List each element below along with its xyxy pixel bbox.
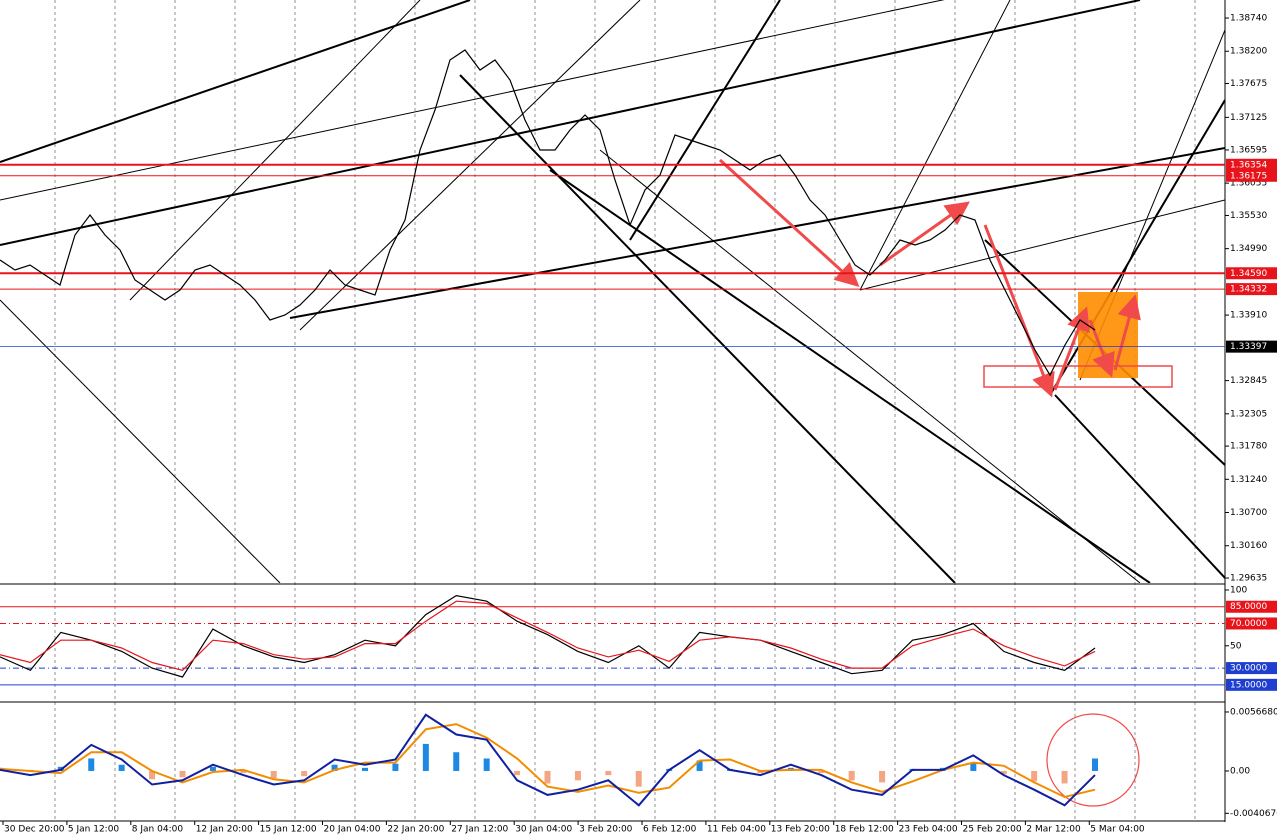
y-tick-label: 1.30160 [1230, 541, 1267, 551]
frames [0, 0, 1226, 822]
level-label: 1.36354 [1230, 160, 1267, 170]
level-label-bg [1226, 678, 1277, 691]
x-tick-label: 5 Jan 12:00 [68, 825, 120, 835]
histogram-bar [118, 764, 125, 771]
y-tick-label: 1.31240 [1230, 475, 1267, 485]
y-tick-label: 1.31780 [1230, 442, 1267, 452]
histogram-bar [483, 758, 490, 771]
series-line [0, 713, 1096, 807]
y-tick-label: 1.30700 [1230, 508, 1267, 518]
histogram-bar [453, 752, 460, 771]
level-label-bg [1226, 662, 1277, 675]
histogram-bar [149, 770, 156, 780]
histogram-bar [270, 770, 277, 779]
level-label: 85.0000 [1230, 602, 1267, 612]
y-tick-label: 1.37125 [1230, 113, 1267, 123]
x-tick-label: 23 Feb 04:00 [899, 825, 958, 835]
level-label-bg [1226, 267, 1277, 280]
level-label-bg [1226, 340, 1277, 353]
x-tick-label: 2 Mar 12:00 [1026, 825, 1081, 835]
histogram-bar [970, 762, 977, 771]
x-tick-label: 22 Jan 20:00 [387, 825, 444, 835]
histogram-bar [848, 770, 855, 781]
histogram-bar [514, 770, 521, 776]
histogram-bar [1092, 758, 1098, 771]
histogram-bar [392, 763, 399, 771]
histogram-bar [301, 770, 308, 777]
histogram-bar [818, 770, 825, 774]
y-tick-label: 1.36595 [1230, 145, 1267, 155]
level-label: 70.0000 [1230, 619, 1267, 629]
histogram-bar [757, 770, 764, 774]
y-tick-label: 1.35530 [1230, 211, 1267, 221]
histogram-bar [696, 760, 703, 771]
histogram-bar [1031, 770, 1038, 782]
vertical-grid [54, 0, 1196, 821]
y-tick-label: 0.0056680 [1230, 707, 1277, 717]
y-tick-label: 1.33910 [1230, 311, 1267, 321]
y-tick-label: 1.32845 [1230, 376, 1267, 386]
x-tick-label: 6 Feb 12:00 [643, 825, 697, 835]
x-tick-label: 30 Dec 20:00 [4, 825, 65, 835]
histogram-bar [1061, 770, 1068, 784]
x-tick-label: 18 Feb 12:00 [835, 825, 894, 835]
y-tick-label: 50 [1230, 641, 1242, 651]
y-tick-label: 1.38200 [1230, 47, 1267, 57]
y-tick-label: 1.29635 [1230, 574, 1267, 584]
highlight-circle [1046, 713, 1140, 807]
y-tick-label: 1.37675 [1230, 79, 1267, 89]
x-tick-label: 20 Jan 04:00 [324, 825, 381, 835]
x-tick-label: 12 Jan 20:00 [196, 825, 253, 835]
y-tick-label: 1.36055 [1230, 179, 1267, 189]
histogram-bar [422, 743, 429, 771]
x-tick-label: 27 Jan 12:00 [451, 825, 508, 835]
level-label-bg [1226, 158, 1277, 171]
histogram-bar [88, 758, 95, 771]
x-tick-label: 5 Mar 04:00 [1090, 825, 1145, 835]
x-tick-label: 15 Jan 12:00 [260, 825, 317, 835]
x-tick-label: 8 Jan 04:00 [132, 825, 184, 835]
series-line [0, 594, 1096, 678]
histogram-bar [605, 770, 612, 776]
histogram-bar [362, 767, 368, 771]
level-label: 1.36175 [1230, 171, 1267, 181]
level-label-bg [1226, 617, 1277, 630]
histogram-bar [544, 770, 551, 784]
histogram-bar [240, 770, 247, 774]
x-tick-label: 25 Feb 20:00 [963, 825, 1022, 835]
histogram-bar [209, 766, 216, 771]
histogram-bar [1000, 770, 1007, 775]
series-line [0, 49, 1096, 377]
histogram-bar [331, 764, 338, 771]
x-tick-label: 3 Feb 20:00 [579, 825, 633, 835]
level-label-bg [1226, 600, 1277, 613]
histogram-bar [574, 770, 581, 781]
level-label-bg [1226, 169, 1277, 182]
x-tick-label: 13 Feb 20:00 [771, 825, 830, 835]
y-tick-label: 0.00 [1230, 766, 1250, 776]
y-tick-label: 1.38740 [1230, 14, 1267, 24]
y-tick-label: 1.34990 [1230, 244, 1267, 254]
y-tick-label: 1.32305 [1230, 409, 1267, 419]
level-label: 15.0000 [1230, 680, 1267, 690]
level-label: 30.0000 [1230, 664, 1267, 674]
histogram-bar [179, 770, 186, 778]
y-tick-label: 100 [1230, 586, 1247, 596]
level-label-bg [1226, 283, 1277, 296]
histogram-bar [879, 770, 886, 783]
level-label: 1.33397 [1230, 342, 1267, 352]
level-label: 1.34590 [1230, 269, 1267, 279]
x-tick-label: 11 Feb 04:00 [707, 825, 766, 835]
series-line [0, 723, 1096, 799]
histogram-bar [635, 770, 642, 787]
series-line [0, 600, 1096, 671]
y-tick-label: -0.0040670 [1230, 809, 1277, 819]
x-tick-label: 30 Jan 04:00 [515, 825, 572, 835]
level-label: 1.34332 [1230, 285, 1267, 295]
